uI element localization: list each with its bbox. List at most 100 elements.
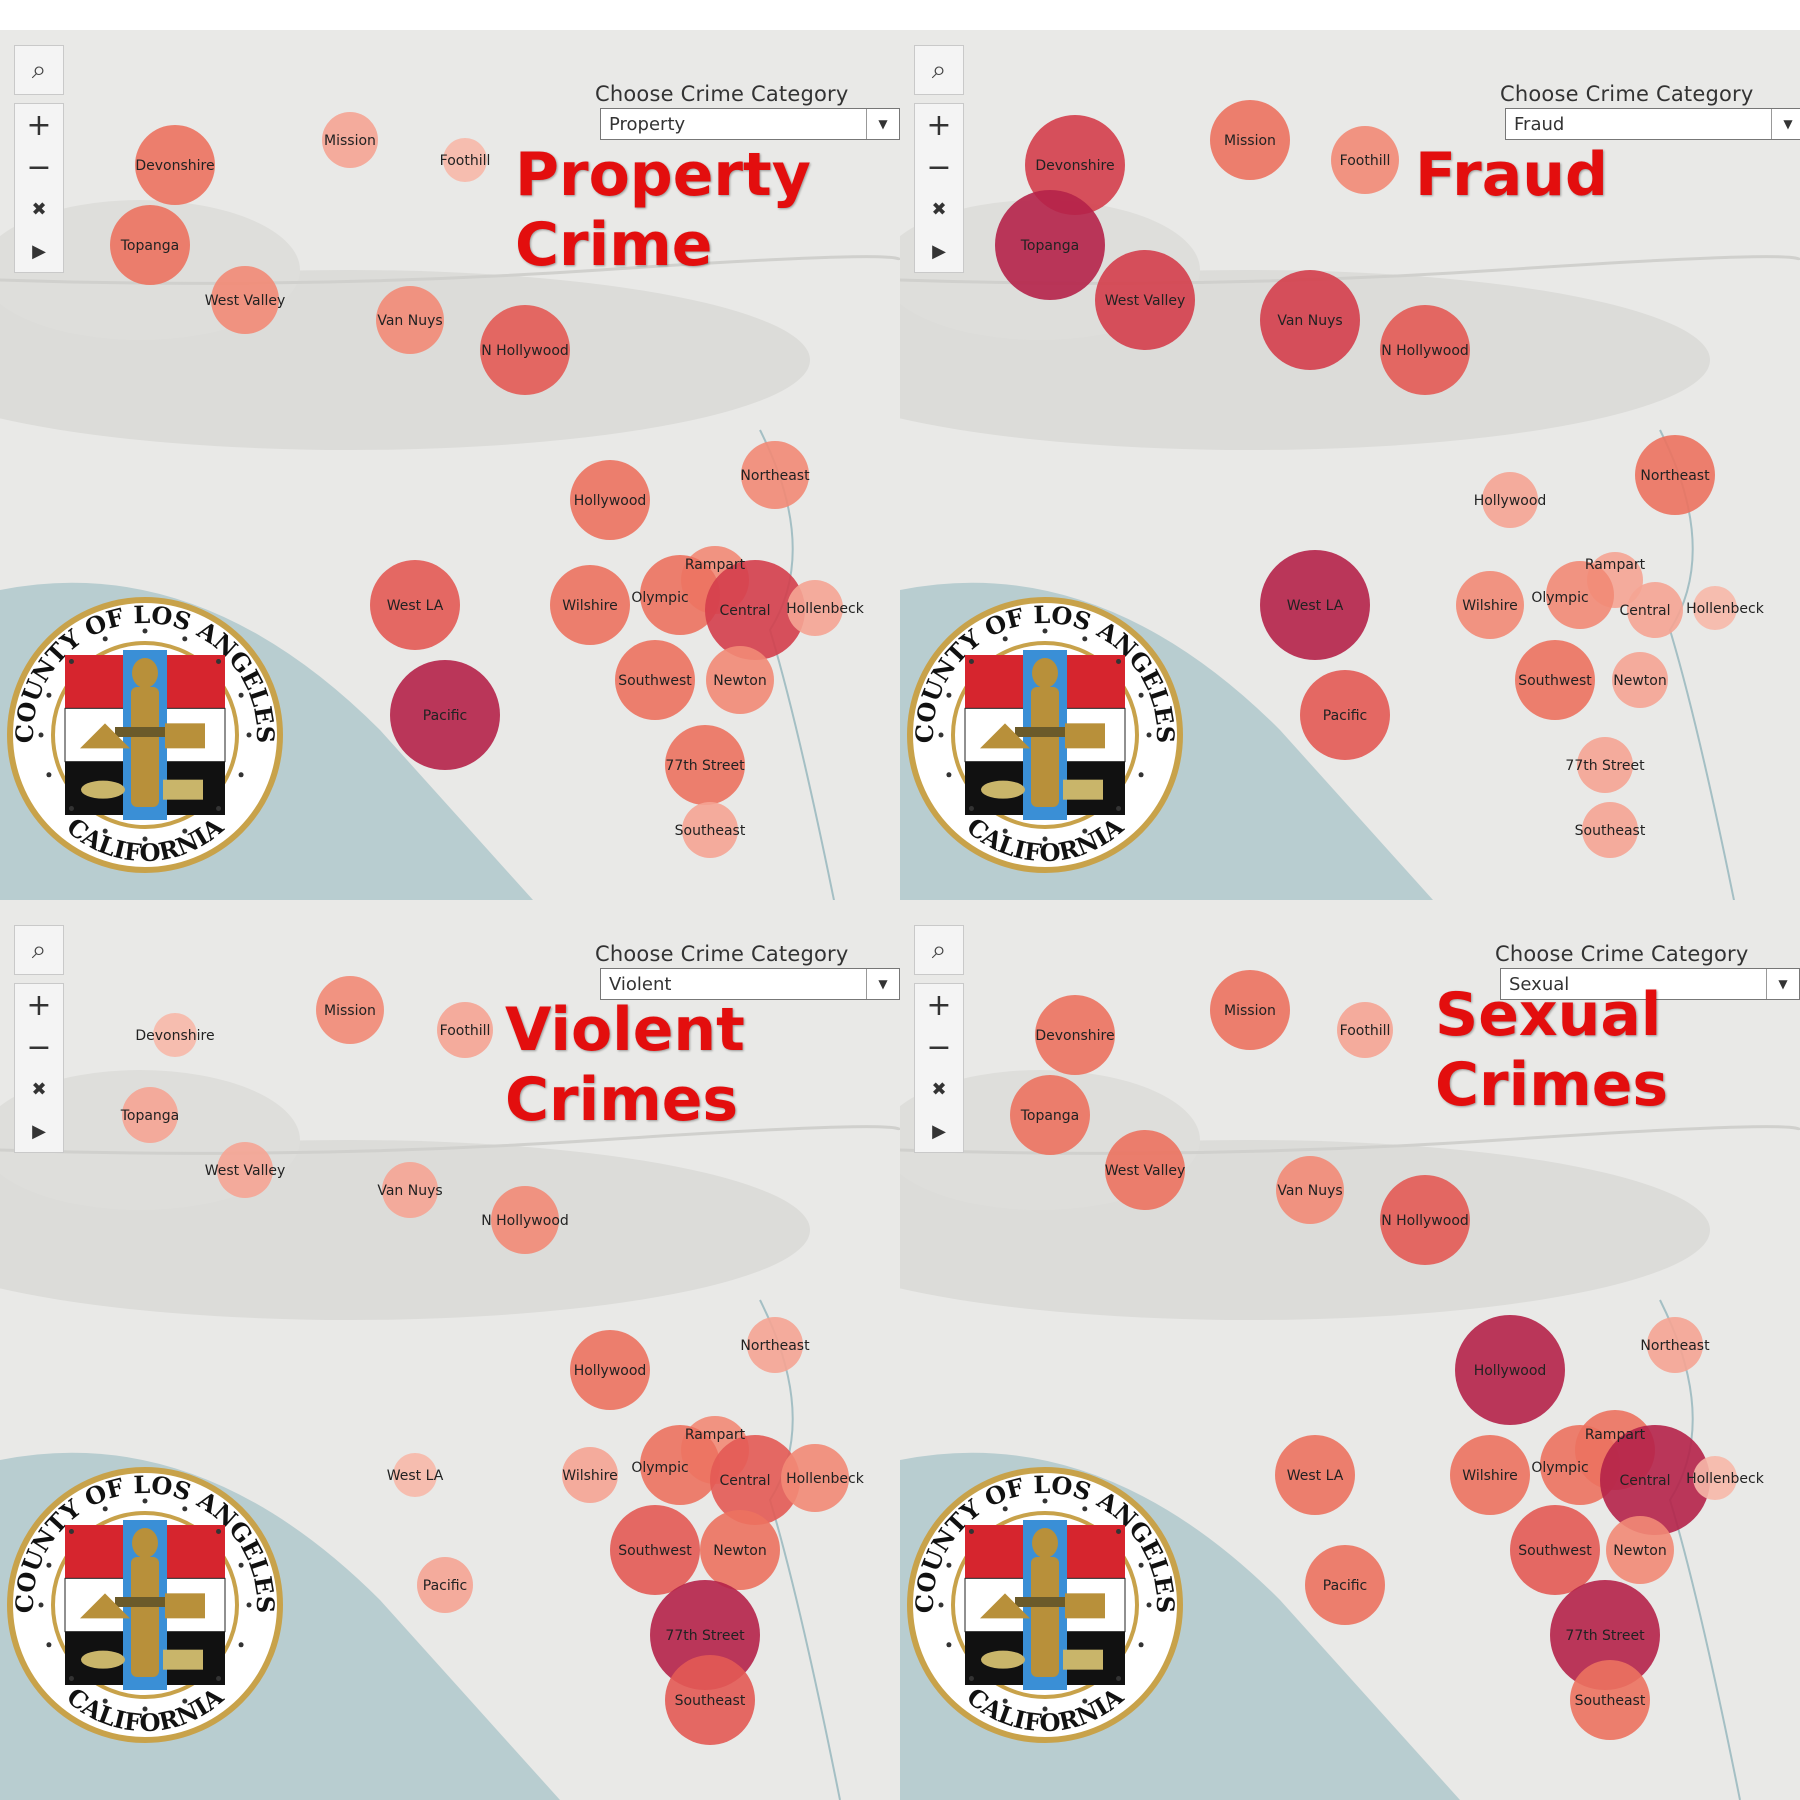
- district-bubble-pacific[interactable]: [1300, 670, 1390, 760]
- search-icon[interactable]: ⌕: [914, 925, 964, 975]
- unpin-icon[interactable]: ✖: [31, 198, 47, 220]
- district-bubble-west-valley[interactable]: [217, 1142, 273, 1198]
- district-bubble-northeast[interactable]: [741, 441, 809, 509]
- zoom-in-icon[interactable]: +: [26, 987, 52, 1023]
- zoom-out-icon[interactable]: −: [26, 149, 52, 185]
- district-bubble-southeast[interactable]: [665, 1655, 755, 1745]
- district-bubble-west-valley[interactable]: [1105, 1130, 1185, 1210]
- play-icon[interactable]: ▶: [932, 1120, 946, 1142]
- district-bubble-foothill[interactable]: [443, 138, 487, 182]
- district-bubble-southeast[interactable]: [682, 802, 738, 858]
- district-bubble-west-la[interactable]: [1260, 550, 1370, 660]
- district-bubble-west-la[interactable]: [1275, 1435, 1355, 1515]
- zoom-in-icon[interactable]: +: [26, 107, 52, 143]
- district-bubble-devonshire[interactable]: [1035, 995, 1115, 1075]
- district-bubble-southwest[interactable]: [1510, 1505, 1600, 1595]
- district-bubble-southwest[interactable]: [615, 640, 695, 720]
- district-bubble-mission[interactable]: [1210, 100, 1290, 180]
- district-bubble-hollenbeck[interactable]: [1693, 586, 1737, 630]
- district-bubble-hollywood[interactable]: [570, 1330, 650, 1410]
- district-bubble-wilshire[interactable]: [550, 565, 630, 645]
- search-icon[interactable]: ⌕: [14, 45, 64, 95]
- district-bubble-77th-street[interactable]: [1577, 737, 1633, 793]
- district-bubble-mission[interactable]: [322, 112, 378, 168]
- district-bubble-southeast[interactable]: [1582, 802, 1638, 858]
- search-icon[interactable]: ⌕: [914, 45, 964, 95]
- zoom-out-icon[interactable]: −: [926, 149, 952, 185]
- district-bubble-wilshire[interactable]: [1456, 571, 1524, 639]
- district-bubble-olympic[interactable]: [640, 1425, 720, 1505]
- district-bubble-newton[interactable]: [706, 646, 774, 714]
- district-bubble-topanga[interactable]: [995, 190, 1105, 300]
- district-bubble-northeast[interactable]: [1647, 1317, 1703, 1373]
- district-bubble-hollywood[interactable]: [1482, 472, 1538, 528]
- district-bubble-mission[interactable]: [1210, 970, 1290, 1050]
- map-canvas[interactable]: Devonshire Mission Foothill Topanga West Val…: [900, 30, 1800, 930]
- chevron-down-icon[interactable]: ▼: [1766, 969, 1799, 999]
- district-bubble-southeast[interactable]: [1570, 1660, 1650, 1740]
- zoom-in-icon[interactable]: +: [926, 987, 952, 1023]
- district-bubble-newton[interactable]: [1606, 1516, 1674, 1584]
- district-bubble-pacific[interactable]: [417, 1557, 473, 1613]
- district-bubble-wilshire[interactable]: [562, 1447, 618, 1503]
- district-bubble-central[interactable]: [1600, 1425, 1710, 1535]
- district-bubble-devonshire[interactable]: [153, 1013, 197, 1057]
- unpin-icon[interactable]: ✖: [31, 1078, 47, 1100]
- district-bubble-hollenbeck[interactable]: [781, 1444, 849, 1512]
- district-bubble-west-valley[interactable]: [1095, 250, 1195, 350]
- zoom-out-icon[interactable]: −: [926, 1029, 952, 1065]
- district-bubble-west-la[interactable]: [370, 560, 460, 650]
- district-bubble-n-hollywood[interactable]: [1380, 1175, 1470, 1265]
- unpin-icon[interactable]: ✖: [931, 198, 947, 220]
- district-bubble-southwest[interactable]: [1515, 640, 1595, 720]
- chevron-down-icon[interactable]: ▼: [866, 109, 899, 139]
- district-bubble-olympic[interactable]: [1540, 1425, 1620, 1505]
- chevron-down-icon[interactable]: ▼: [1771, 109, 1800, 139]
- district-bubble-mission[interactable]: [316, 976, 384, 1044]
- district-bubble-northeast[interactable]: [1635, 435, 1715, 515]
- district-bubble-hollywood[interactable]: [570, 460, 650, 540]
- district-bubble-central[interactable]: [710, 1435, 800, 1525]
- district-bubble-foothill[interactable]: [1337, 1002, 1393, 1058]
- map-canvas[interactable]: Devonshire Mission Foothill Topanga West Val…: [0, 900, 900, 1800]
- map-canvas[interactable]: Devonshire Mission Foothill Topanga West Val…: [900, 900, 1800, 1800]
- district-bubble-central[interactable]: [1627, 582, 1683, 638]
- district-bubble-foothill[interactable]: [1331, 126, 1399, 194]
- district-bubble-hollywood[interactable]: [1455, 1315, 1565, 1425]
- district-bubble-central[interactable]: [705, 560, 805, 660]
- district-bubble-newton[interactable]: [700, 1510, 780, 1590]
- unpin-icon[interactable]: ✖: [931, 1078, 947, 1100]
- play-icon[interactable]: ▶: [32, 1120, 46, 1142]
- district-bubble-pacific[interactable]: [1305, 1545, 1385, 1625]
- district-bubble-77th-street[interactable]: [665, 725, 745, 805]
- district-bubble-n-hollywood[interactable]: [1380, 305, 1470, 395]
- district-bubble-n-hollywood[interactable]: [480, 305, 570, 395]
- zoom-out-icon[interactable]: −: [26, 1029, 52, 1065]
- district-bubble-olympic[interactable]: [1546, 561, 1614, 629]
- district-bubble-topanga[interactable]: [110, 205, 190, 285]
- district-bubble-van-nuys[interactable]: [1276, 1156, 1344, 1224]
- crime-category-dropdown[interactable]: Property ▼: [600, 108, 900, 140]
- district-bubble-west-valley[interactable]: [211, 266, 279, 334]
- district-bubble-topanga[interactable]: [122, 1087, 178, 1143]
- crime-category-dropdown[interactable]: Sexual ▼: [1500, 968, 1800, 1000]
- district-bubble-wilshire[interactable]: [1450, 1435, 1530, 1515]
- district-bubble-west-la[interactable]: [393, 1453, 437, 1497]
- district-bubble-devonshire[interactable]: [135, 125, 215, 205]
- chevron-down-icon[interactable]: ▼: [866, 969, 899, 999]
- district-bubble-van-nuys[interactable]: [376, 286, 444, 354]
- district-bubble-northeast[interactable]: [747, 1317, 803, 1373]
- district-bubble-hollenbeck[interactable]: [787, 580, 843, 636]
- district-bubble-n-hollywood[interactable]: [491, 1186, 559, 1254]
- search-icon[interactable]: ⌕: [14, 925, 64, 975]
- play-icon[interactable]: ▶: [932, 240, 946, 262]
- map-canvas[interactable]: Devonshire Mission Foothill Topanga West Val…: [0, 30, 900, 930]
- district-bubble-pacific[interactable]: [390, 660, 500, 770]
- district-bubble-van-nuys[interactable]: [382, 1162, 438, 1218]
- district-bubble-topanga[interactable]: [1010, 1075, 1090, 1155]
- zoom-in-icon[interactable]: +: [926, 107, 952, 143]
- district-bubble-hollenbeck[interactable]: [1693, 1456, 1737, 1500]
- crime-category-dropdown[interactable]: Fraud ▼: [1505, 108, 1800, 140]
- district-bubble-van-nuys[interactable]: [1260, 270, 1360, 370]
- play-icon[interactable]: ▶: [32, 240, 46, 262]
